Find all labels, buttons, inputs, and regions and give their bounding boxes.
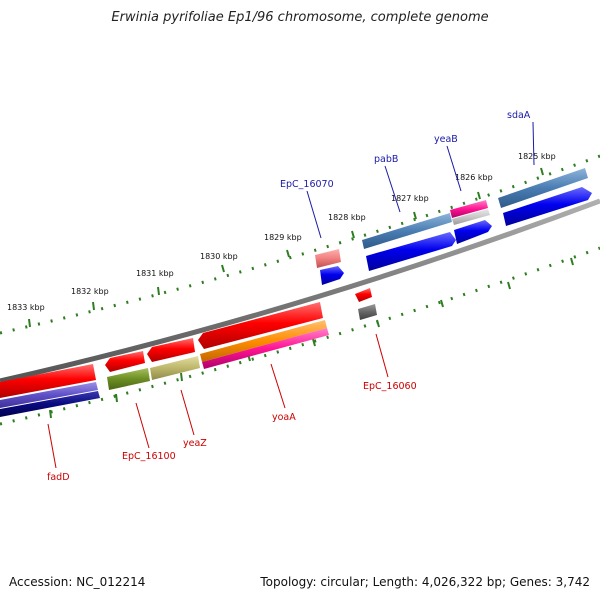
kbp-label: 1832 kbp [71,287,109,296]
leader-lines [47,121,535,469]
reverse-gene-labels: EpC_16060 yoaA yeaZ EpC_16100 fadD [47,381,417,483]
kbp-label: 1827 kbp [391,194,429,203]
gene-fadD-navy[interactable] [0,391,100,417]
inner-major-ticks [49,257,574,419]
gene-label-yoaA[interactable]: yoaA [272,412,296,423]
gene-yoaA-orange[interactable] [200,320,327,362]
gene-label-EpC_16060[interactable]: EpC_16060 [363,381,417,392]
gene-label-sdaA[interactable]: sdaA [507,110,531,121]
forward-gene-labels: sdaA yeaB pabB EpC_16070 [280,110,531,190]
gene-EpC_16100-bar[interactable] [107,368,150,390]
kbp-label: 1830 kbp [200,252,238,261]
gene-yoaA-pink[interactable] [202,328,329,369]
gene-label-yeaB[interactable]: yeaB [434,134,458,145]
gene-fadD-purple[interactable] [0,382,98,408]
gene-fadD-arrow[interactable] [0,364,96,398]
gene-yeaB-shade[interactable] [452,209,490,225]
gene-label-fadD[interactable]: fadD [47,472,70,483]
gene-sdaA-arrow[interactable] [503,187,592,226]
kbp-label: 1825 kbp [518,152,556,161]
major-ticks [28,167,544,328]
gene-yeaZ-bar[interactable] [150,356,200,380]
gene-EpC_16070-arrow[interactable] [320,266,344,285]
forward-features [315,168,592,285]
kbp-label: 1833 kbp [7,303,45,312]
kbp-label: 1829 kbp [264,233,302,242]
gene-yoaA-arrow[interactable] [198,302,323,349]
gene-label-EpC_16100[interactable]: EpC_16100 [122,451,176,462]
kbp-label: 1828 kbp [328,213,366,222]
kbp-label: 1826 kbp [455,173,493,182]
gene-sdaA-bar[interactable] [498,168,588,208]
kbp-label: 1831 kbp [136,269,174,278]
gene-EpC_16070-bar[interactable] [315,249,341,268]
gene-EpC_16100-arrow[interactable] [105,351,145,372]
gene-EpC_16060-arrow[interactable] [355,288,372,302]
map-title: Erwinia pyrifoliae Ep1/96 chromosome, co… [111,10,489,25]
chromosome-backbone [0,198,600,384]
kbp-labels: 1825 kbp 1826 kbp 1827 kbp 1828 kbp 1829… [7,152,556,312]
gene-pabB-arrow[interactable] [366,232,456,271]
gene-yeaB-arrow[interactable] [454,220,492,244]
gene-label-pabB[interactable]: pabB [374,154,398,165]
gene-label-yeaZ[interactable]: yeaZ [183,438,207,449]
genome-stats-label: Topology: circular; Length: 4,026,322 bp… [260,575,590,589]
gene-pabB-bar[interactable] [362,213,452,249]
gene-EpC_16060-shade[interactable] [358,304,377,320]
gene-yeaB-bar[interactable] [450,200,488,218]
gene-yeaZ-arrow[interactable] [147,338,195,362]
reverse-features [0,288,377,417]
accession-label: Accession: NC_012214 [9,575,146,589]
gene-label-EpC_16070[interactable]: EpC_16070 [280,179,334,190]
